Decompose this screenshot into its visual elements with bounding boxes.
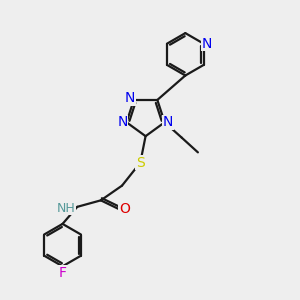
Text: O: O [119,202,130,216]
Text: F: F [58,266,67,280]
Text: S: S [136,156,145,170]
Text: N: N [202,37,212,51]
Text: NH: NH [57,202,76,214]
Text: N: N [163,115,173,129]
Text: N: N [124,92,135,106]
Text: N: N [117,115,128,129]
